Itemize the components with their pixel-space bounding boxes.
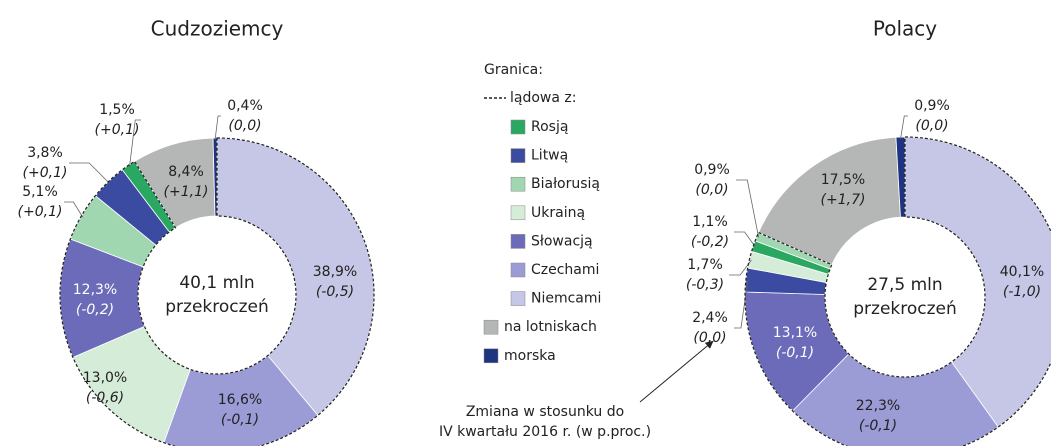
change-label: (+0,1): [18, 204, 63, 220]
donut-slice: [758, 136, 901, 266]
value-label: 38,9%: [313, 264, 357, 280]
value-label: 17,5%: [821, 172, 865, 188]
legend-group: lądowa z:: [510, 90, 576, 106]
value-label: 2,4%: [692, 310, 728, 326]
change-label: (0,0): [228, 118, 261, 134]
change-label: (0,0): [693, 330, 726, 346]
change-label: (-0,1): [776, 345, 814, 361]
change-label: (-0,1): [221, 412, 259, 428]
leader-line: [734, 231, 756, 247]
change-label: (-0,2): [76, 302, 114, 318]
annotation-arrow: [639, 340, 714, 403]
legend-label: Słowacją: [531, 233, 593, 249]
land-outline: [59, 137, 375, 446]
value-label: 0,4%: [227, 98, 263, 114]
value-label: 13,1%: [773, 325, 817, 341]
value-label: 13,0%: [83, 370, 127, 386]
change-label: (+0,1): [95, 122, 140, 138]
change-label: (-1,0): [1003, 284, 1041, 300]
legend-label: Białorusią: [531, 176, 600, 192]
legend-swatch: [483, 319, 499, 335]
leader-line: [214, 115, 221, 141]
value-label: 5,1%: [22, 184, 58, 200]
center-note: przekroczeń: [853, 299, 957, 319]
legend-label: Czechami: [531, 262, 599, 278]
legend-swatch: [510, 176, 526, 192]
change-label: (-0,2): [691, 234, 729, 250]
value-label: 8,4%: [168, 164, 204, 180]
legend-title: Granica:: [484, 62, 543, 78]
change-label: (+0,1): [23, 165, 68, 181]
leader-line: [129, 119, 141, 168]
value-label: 40,1%: [1000, 264, 1044, 280]
change-label: (-0,5): [316, 284, 354, 300]
legend-swatch: [510, 148, 526, 163]
value-label: 3,8%: [27, 145, 63, 161]
center-total: 27,5 mln: [867, 275, 942, 295]
legend-swatch: [510, 262, 526, 278]
legend-label: Rosją: [531, 119, 568, 135]
center-note: przekroczeń: [165, 297, 269, 317]
legend-swatch: [483, 348, 499, 364]
leader-line: [734, 280, 749, 329]
change-label: (+1,7): [821, 192, 866, 208]
legend-label: Niemcami: [531, 291, 601, 307]
legend-swatch: [510, 119, 526, 135]
value-label: 1,5%: [99, 102, 135, 118]
value-label: 22,3%: [856, 398, 900, 414]
leader-line: [69, 162, 110, 184]
legend-swatch: [510, 205, 526, 221]
value-label: 0,9%: [914, 98, 950, 114]
legend-label: Litwą: [531, 148, 568, 164]
legend-swatch: [510, 234, 526, 249]
value-label: 12,3%: [73, 282, 117, 298]
annotation: Zmiana w stosunku do: [466, 404, 624, 420]
annotation: IV kwartału 2016 r. (w p.proc.): [439, 424, 651, 440]
change-label: (-0,6): [86, 390, 124, 406]
change-label: (-0,1): [859, 418, 897, 434]
chart-title: Cudzoziemcy: [151, 17, 284, 41]
donut-slice: [895, 136, 906, 218]
leader-line: [64, 201, 84, 218]
center-total: 40,1 mln: [179, 273, 254, 293]
change-label: (0,0): [695, 182, 728, 198]
value-label: 0,9%: [694, 162, 730, 178]
value-label: 1,7%: [687, 257, 723, 273]
leader-line: [900, 115, 908, 140]
legend-swatch: [510, 291, 526, 306]
chart-title: Polacy: [873, 17, 937, 41]
legend-label: morska: [504, 348, 556, 364]
land-outline: [744, 136, 1051, 446]
legend-label: na lotniskach: [504, 319, 597, 335]
donut-slice: [212, 137, 218, 217]
legend-label: Ukrainą: [531, 205, 585, 221]
leader-line: [736, 179, 760, 238]
change-label: (0,0): [915, 118, 948, 134]
change-label: (+1,1): [164, 184, 209, 200]
value-label: 1,1%: [692, 214, 728, 230]
change-label: (-0,3): [686, 277, 724, 293]
value-label: 16,6%: [218, 392, 262, 408]
